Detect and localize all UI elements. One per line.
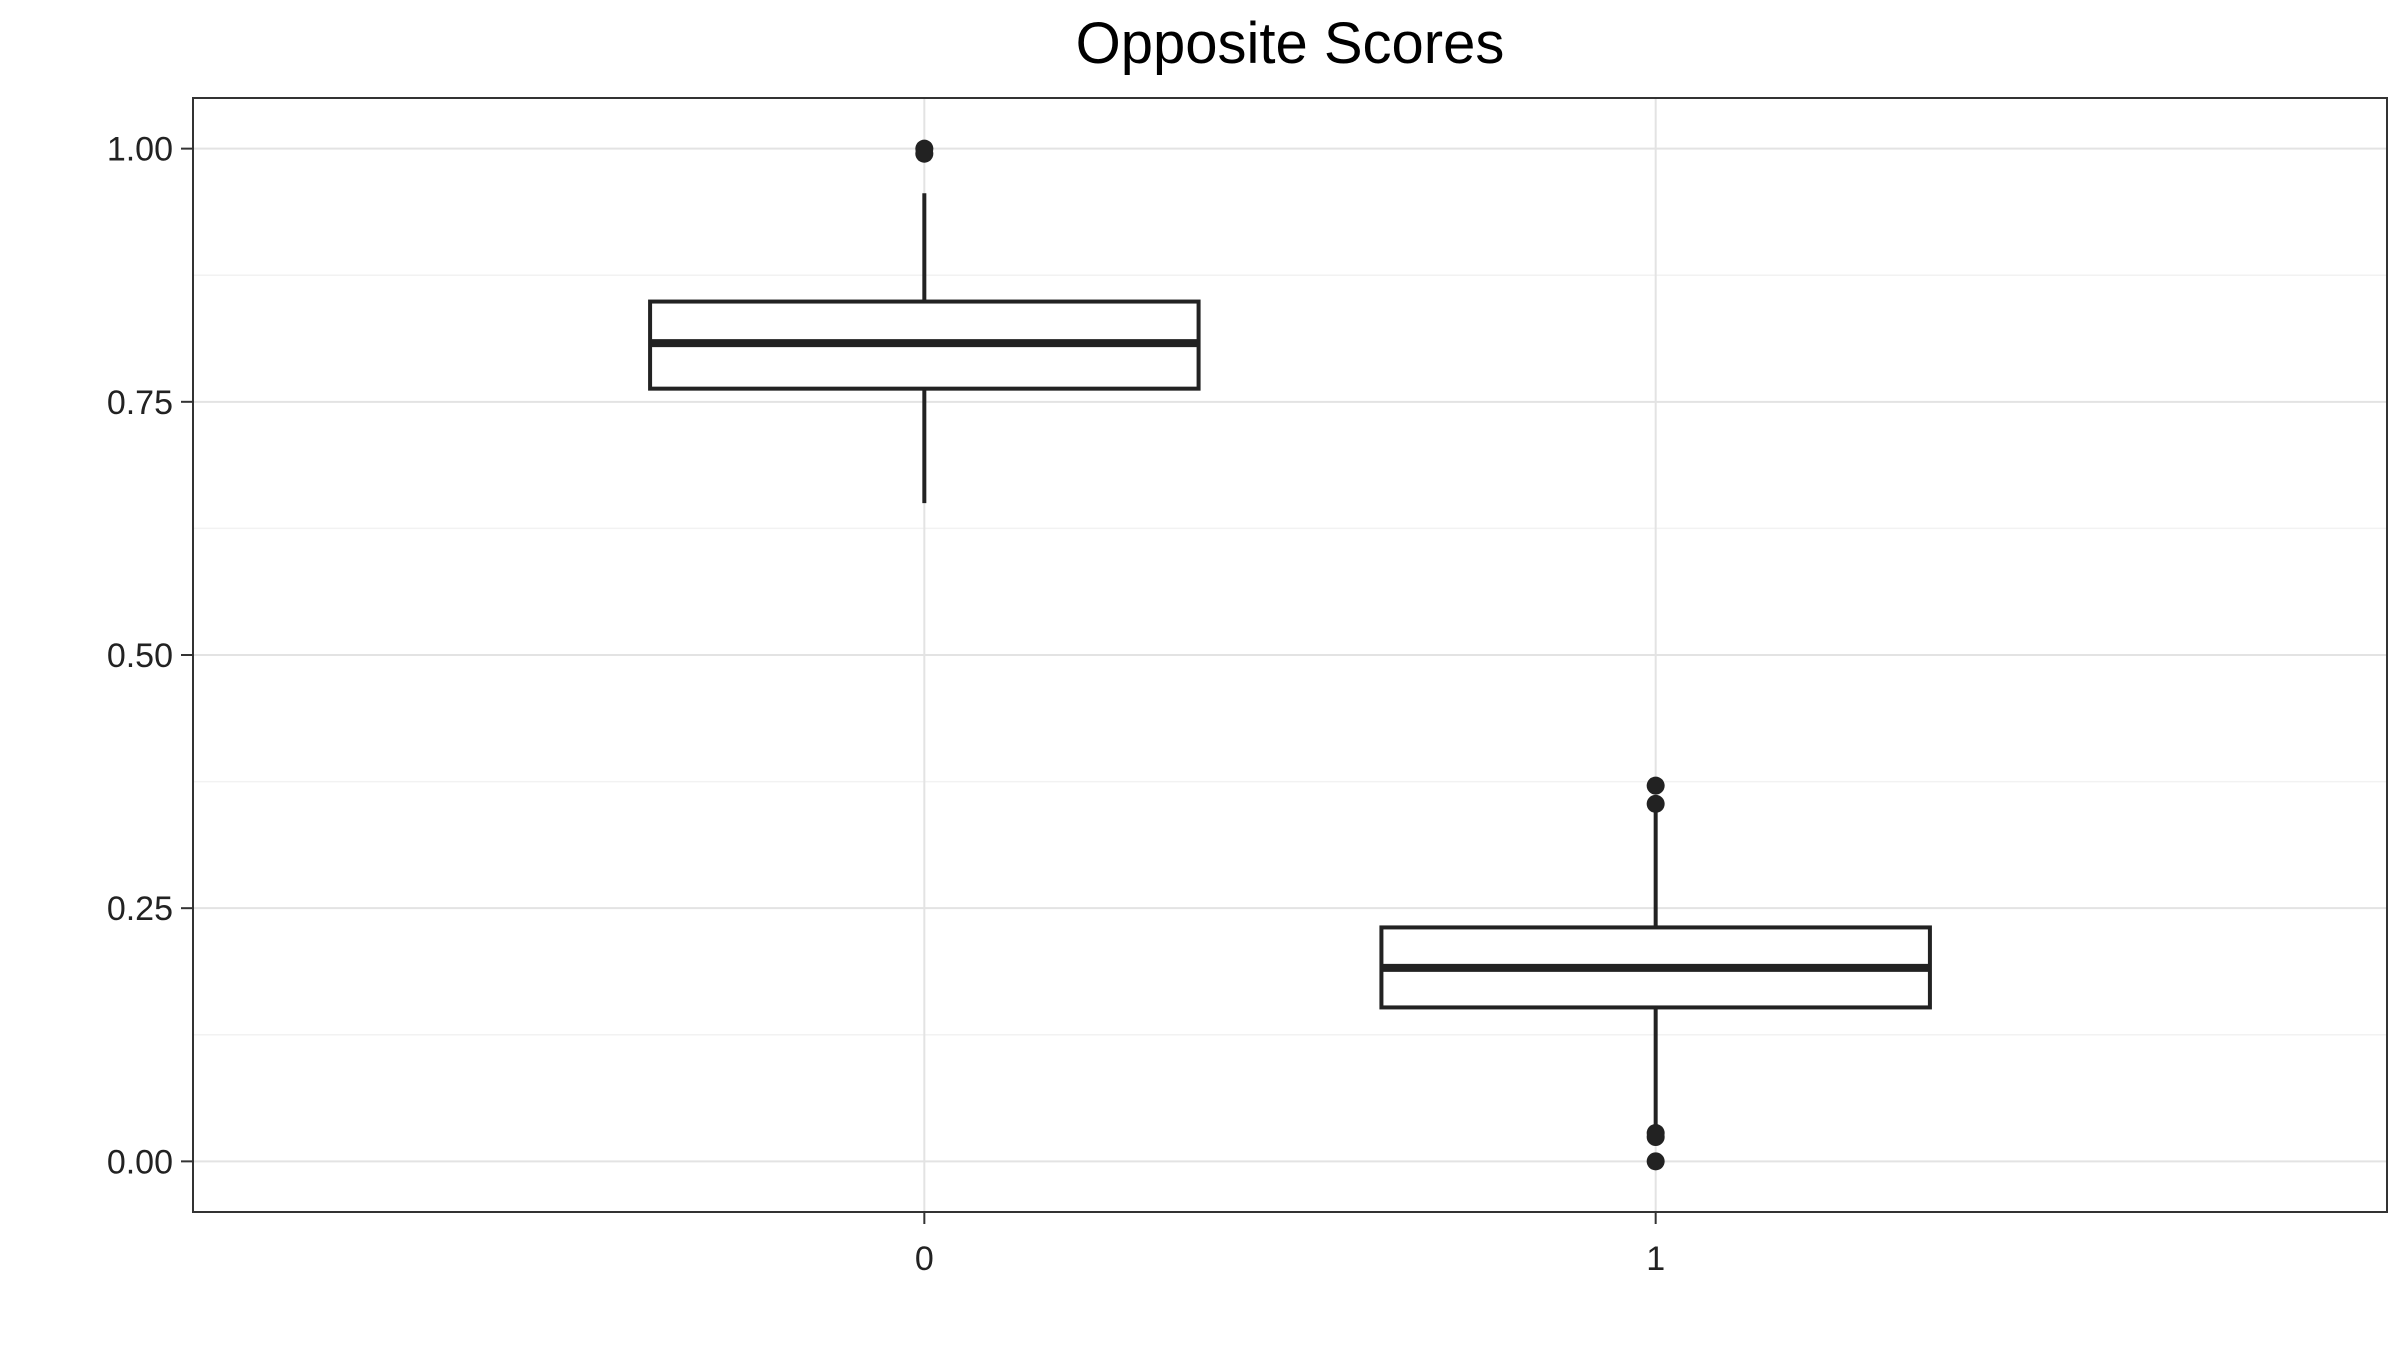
- major-gridlines: [193, 98, 2387, 1212]
- x-tick-label: 0: [915, 1240, 934, 1278]
- outlier-point: [1646, 794, 1665, 813]
- x-tick-label: 1: [1646, 1240, 1665, 1278]
- y-tick-label: 0.25: [107, 890, 173, 928]
- y-axis: 0.00 0.25 0.50 0.75 1.00: [107, 131, 193, 1181]
- outlier-point: [1646, 1152, 1665, 1171]
- plot-panel-border: [192, 97, 2388, 1213]
- y-tick-label: 0.00: [107, 1143, 173, 1181]
- y-tick-label: 0.50: [107, 637, 173, 675]
- outlier-point: [915, 139, 934, 158]
- outlier-point: [1646, 776, 1665, 795]
- y-tick-label: 1.00: [107, 131, 173, 169]
- y-tick-label: 0.75: [107, 384, 173, 422]
- outlier-point: [1646, 1124, 1665, 1143]
- minor-gridlines: [193, 274, 2387, 1036]
- chart-title: Opposite Scores: [1075, 11, 1505, 76]
- box-series: [648, 139, 1932, 1171]
